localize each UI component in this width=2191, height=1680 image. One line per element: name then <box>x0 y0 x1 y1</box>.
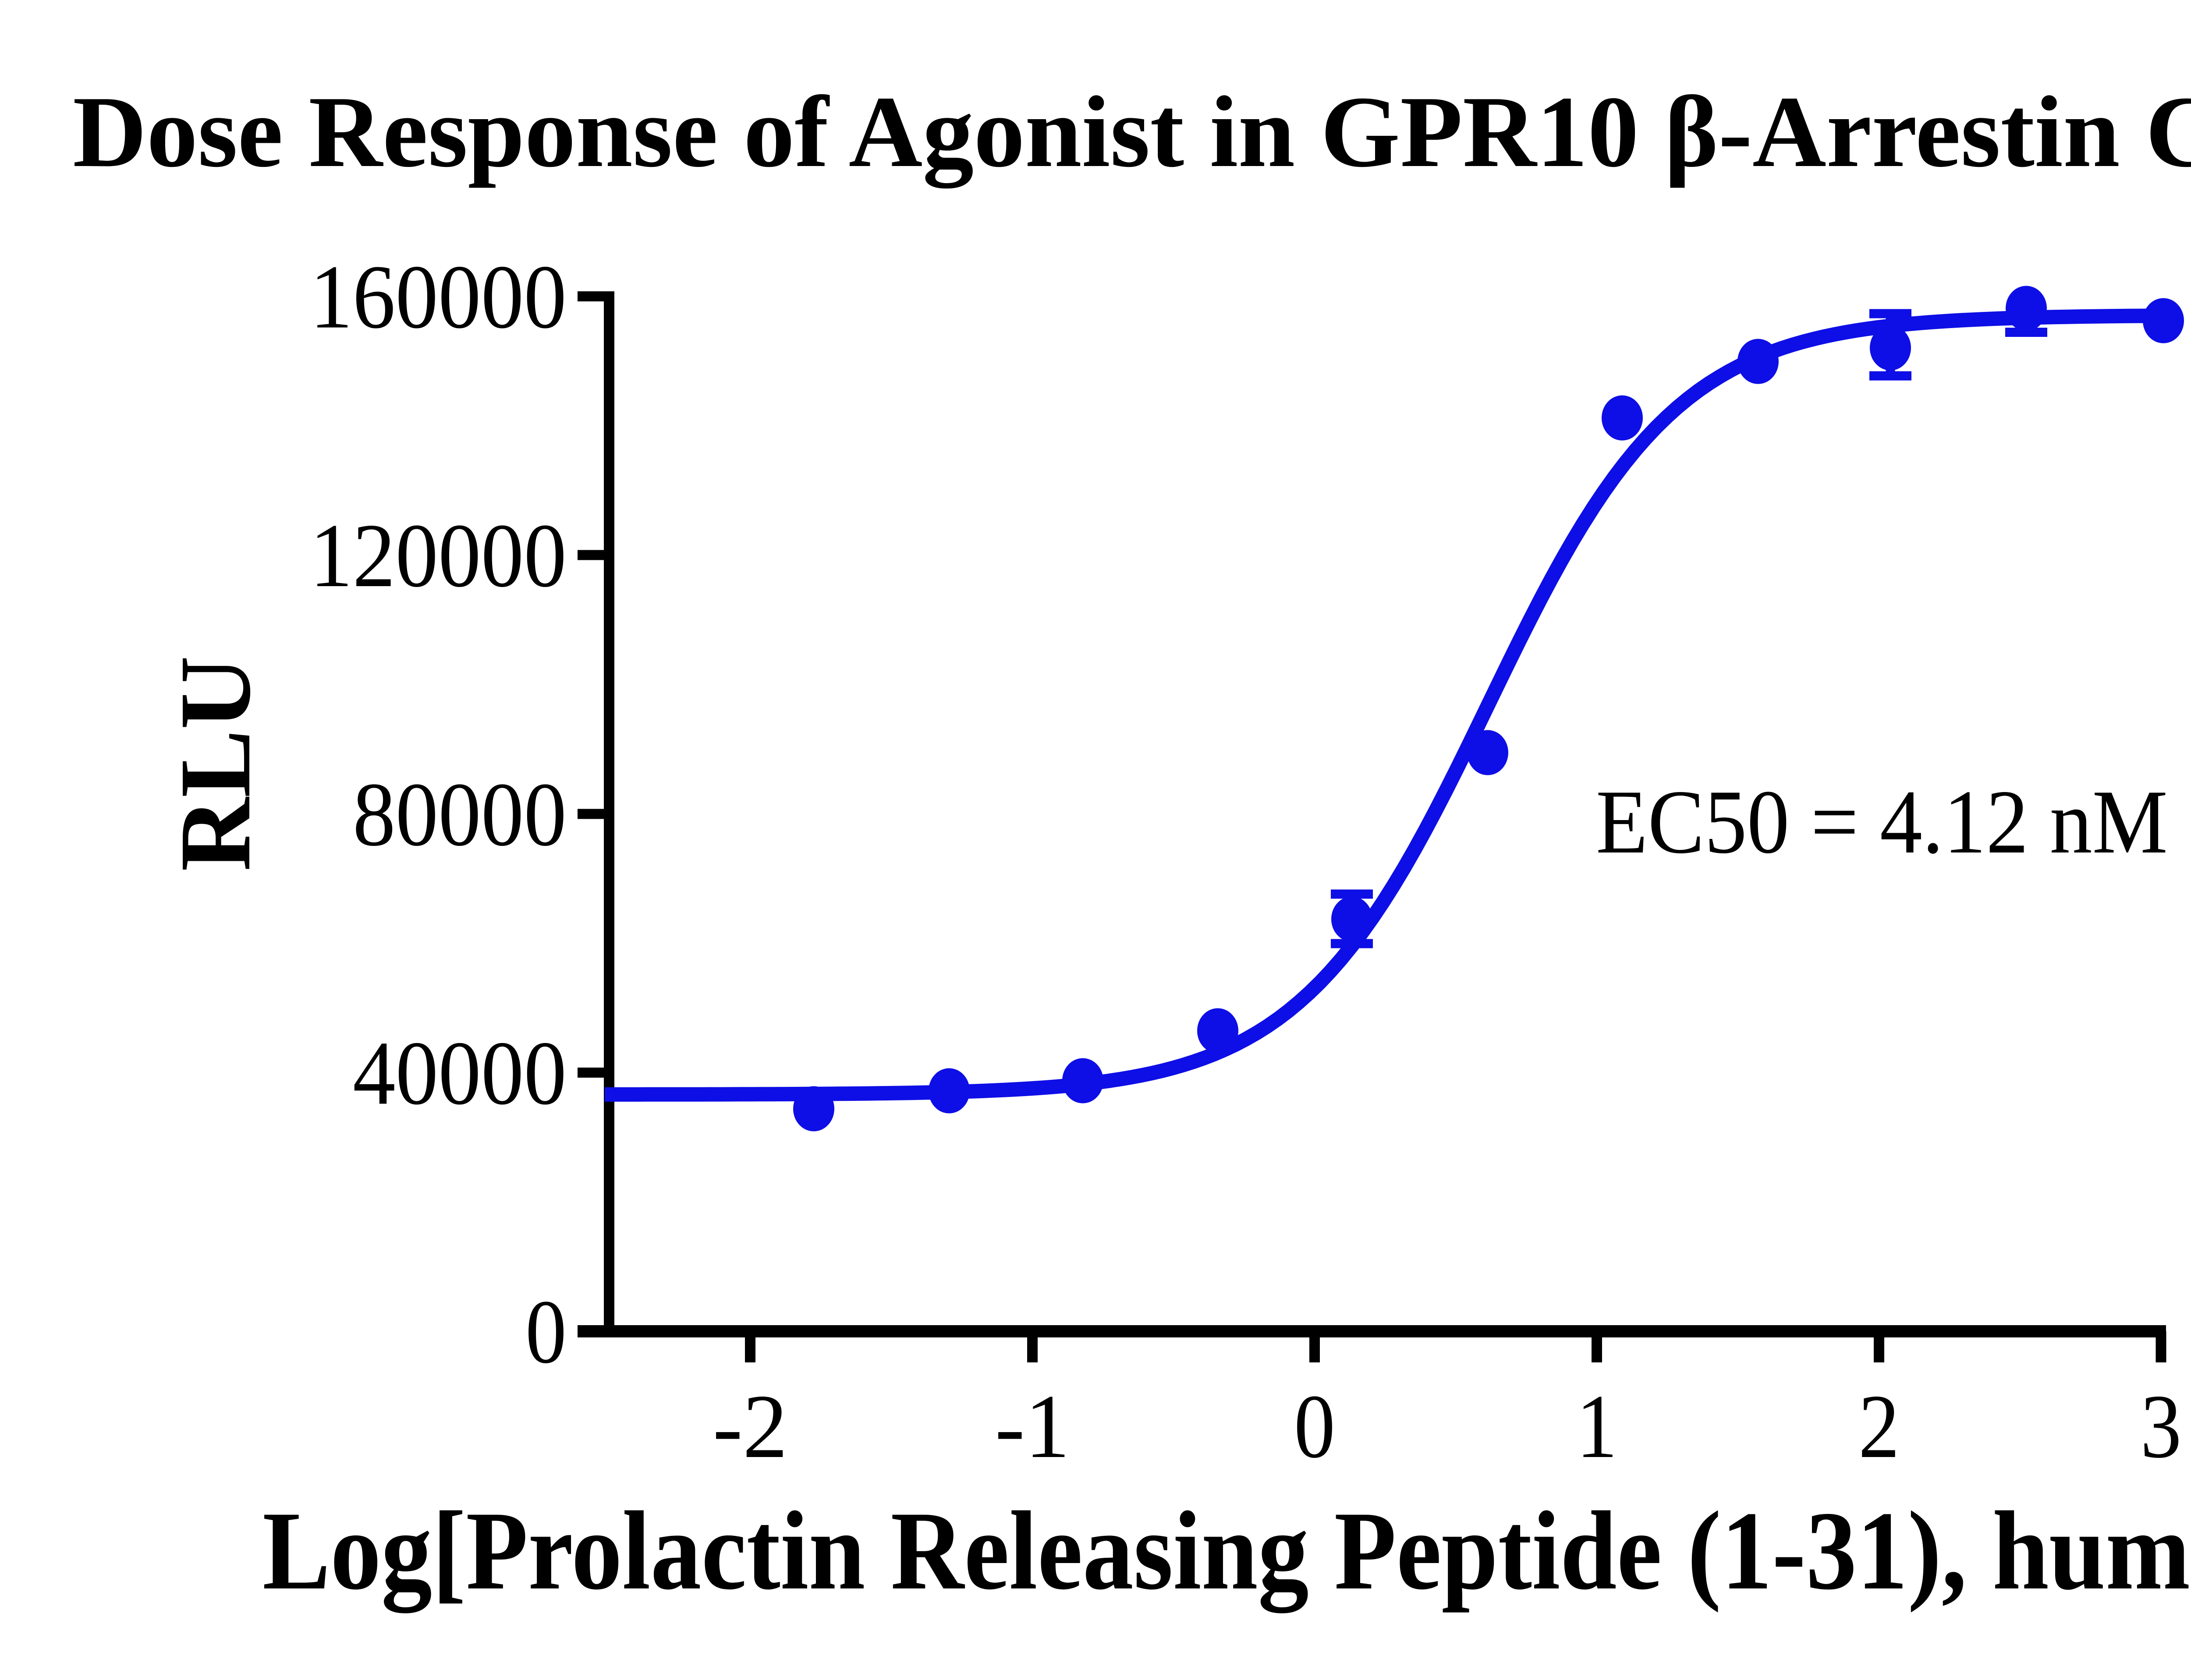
svg-text:EC50 = 4.12 nM: EC50 = 4.12 nM <box>1596 771 2168 873</box>
svg-text:0: 0 <box>1294 1376 1335 1477</box>
svg-text:Log[Prolactin Releasing Peptid: Log[Prolactin Releasing Peptide (1-31), … <box>262 1488 2191 1615</box>
svg-text:Dose Response of Agonist in GP: Dose Response of Agonist in GPR10 β-Arre… <box>73 75 2191 189</box>
svg-text:160000: 160000 <box>310 247 567 348</box>
svg-text:80000: 80000 <box>353 764 567 865</box>
svg-text:0: 0 <box>525 1281 567 1383</box>
svg-text:-2: -2 <box>713 1376 788 1477</box>
svg-text:RLU: RLU <box>159 656 272 871</box>
svg-text:120000: 120000 <box>310 505 567 606</box>
svg-text:-1: -1 <box>995 1376 1070 1477</box>
svg-text:40000: 40000 <box>353 1023 567 1124</box>
svg-text:1: 1 <box>1576 1376 1617 1477</box>
svg-text:3: 3 <box>2141 1376 2182 1477</box>
svg-text:2: 2 <box>1858 1376 1900 1477</box>
